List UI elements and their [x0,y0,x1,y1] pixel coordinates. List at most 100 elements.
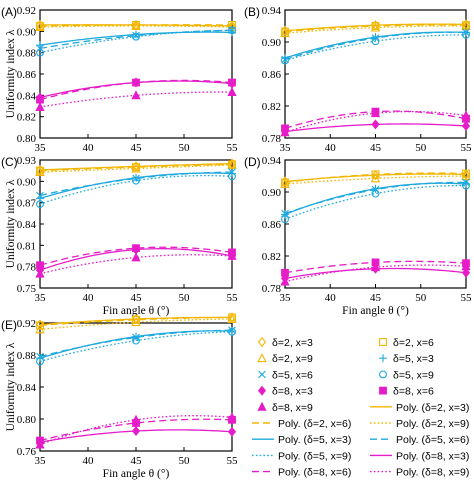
data-point-d8x6 [281,268,289,277]
data-point-d2x9 [131,163,141,173]
panel-label: (C) [1,155,18,169]
data-point-d2x9 [370,173,381,183]
data-point-d5x9 [281,215,289,224]
trend-line-d5x9 [39,174,233,205]
x-tick-label: 45 [131,292,143,304]
y-axis-label: Uniformity index λ [5,29,17,118]
y-tick-label: 0.82 [262,101,281,113]
data-point-d8x6 [132,78,140,87]
data-point-d5x6 [462,28,470,37]
data-point-d5x6 [228,326,236,334]
data-point-d5x9 [36,357,44,366]
data-point-d8x6 [228,78,236,87]
legend-marker [379,370,387,379]
data-point-d8x9 [131,252,141,262]
trend-line-d2x9 [39,25,233,28]
data-point-d8x3 [461,267,471,278]
data-point-d5x6 [281,209,289,218]
x-tick-label: 40 [325,142,337,154]
chart-panel-1: (A) 0.80 0.82 0.84 0.86 0.88 0.90 0.92 35 40 45 50 5… [1,5,238,154]
x-tick-label: 45 [370,292,382,304]
y-axis-label: Uniformity index λ [5,342,17,431]
data-point-d8x9 [461,110,471,120]
data-point-d8x9 [35,101,45,111]
y-tick-label: 0.90 [262,37,282,49]
legend-label: δ=2, x=3 [272,337,313,349]
y-axis-label: Uniformity index λ [5,179,17,268]
trend-line-d2x3 [39,24,233,27]
x-tick-label: 45 [131,142,143,154]
data-point-d8x9 [461,261,471,271]
data-point-d5x9 [371,37,380,46]
data-point-d5x6 [371,185,380,194]
legend-label: Poly. (δ=8, x=9) [396,467,469,479]
x-tick-label: 55 [227,292,239,304]
data-point-d8x9 [280,276,290,286]
y-tick-label: 0.94 [262,155,282,167]
data-point-d5x9 [132,176,140,185]
y-tick-label: 0.92 [17,318,36,330]
data-point-d5x3 [281,210,289,219]
panel-label: (E) [1,318,17,332]
trend-line-d2x3 [39,162,233,171]
legend-label: Poly. (δ=2, x=6) [278,418,351,430]
legend-label: δ=5, x=3 [393,353,434,365]
data-point-d5x9 [228,26,236,35]
data-point-d5x9 [462,30,470,39]
legend-marker [258,370,266,379]
legend-label: Poly. (δ=5, x=6) [396,434,469,446]
y-tick-label: 0.92 [17,5,36,17]
data-point-d2x9 [280,178,290,188]
chart-panel-5: (E) 0.76 0.80 0.84 0.88 0.92 35 40 45 50 55 Uniform… [1,312,239,480]
trend-line-d2x9 [39,318,233,331]
data-point-d2x9 [131,316,141,327]
data-point-d5x9 [132,32,140,41]
legend-marker [257,352,267,363]
legend-label: Poly. (δ=5, x=3) [278,434,351,446]
data-point-d8x9 [131,90,141,100]
data-point-d8x3 [371,119,380,130]
y-tick-label: 0.94 [262,5,282,17]
trend-line-d5x9 [284,34,467,62]
legend-label: δ=8, x=9 [272,402,313,414]
legend-label: Poly. (δ=5, x=9) [278,450,351,462]
x-tick-label: 55 [461,292,473,304]
x-tick-label: 50 [415,142,427,154]
legend-marker [257,385,267,396]
trend-line-d8x9 [39,91,233,108]
y-tick-label: 0.80 [17,414,37,426]
x-tick-label: 40 [83,455,95,467]
y-tick-label: 0.82 [17,112,36,124]
chart-panel-4: (D) 0.78 0.82 0.86 0.90 0.94 35 40 45 50 55 Fin ang… [244,155,472,317]
y-tick-label: 0.86 [262,69,282,81]
data-point-d2x9 [461,170,471,180]
data-point-d2x9 [370,22,381,32]
x-tick-label: 55 [227,455,239,467]
data-point-d5x9 [462,181,470,190]
data-point-d2x9 [131,20,141,30]
legend-label: δ=8, x=6 [393,386,434,398]
x-tick-label: 50 [179,142,191,154]
data-point-d2x6 [132,315,140,324]
x-tick-label: 40 [83,292,95,304]
x-tick-label: 45 [131,455,143,467]
data-point-d2x9 [35,21,45,32]
x-tick-label: 35 [35,292,47,304]
data-point-d5x9 [132,336,140,345]
data-point-d2x6 [371,170,380,179]
data-point-d5x3 [371,184,380,193]
data-point-d5x6 [36,191,44,200]
y-tick-label: 0.82 [262,251,281,263]
legend-label: δ=5, x=9 [393,369,434,381]
trend-line-d5x9 [284,184,467,220]
x-tick-label: 50 [179,292,191,304]
x-tick-label: 50 [415,292,427,304]
data-point-d5x9 [281,56,289,65]
data-point-d2x9 [227,313,237,323]
data-point-d2x9 [35,324,45,334]
y-tick-label: 0.86 [17,69,37,81]
x-tick-label: 55 [461,142,473,154]
data-point-d2x6 [228,20,236,29]
legend: δ=2, x=3 δ=2, x=6 δ=2, x=9 δ=5, x=3 δ=5, x=6… [252,336,469,479]
y-tick-label: 0.88 [17,48,37,60]
